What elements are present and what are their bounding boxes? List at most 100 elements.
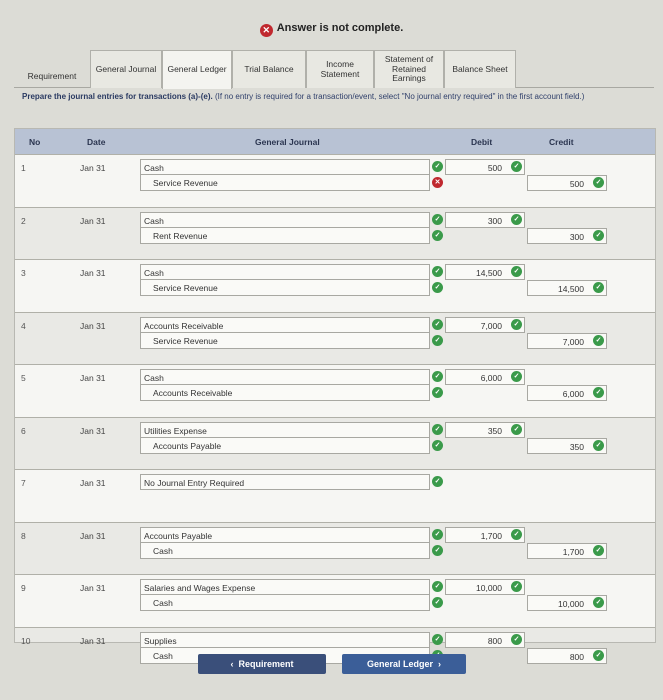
correct-icon: ✓ bbox=[593, 177, 604, 188]
credit-account-field[interactable]: Accounts Payable bbox=[140, 437, 430, 454]
tab-trial-balance[interactable]: Trial Balance bbox=[232, 50, 306, 88]
correct-icon: ✓ bbox=[511, 581, 522, 592]
correct-icon: ✓ bbox=[432, 266, 443, 277]
correct-icon: ✓ bbox=[432, 213, 443, 225]
row-date[interactable]: Jan 31 bbox=[80, 425, 106, 436]
row-date[interactable]: Jan 31 bbox=[80, 530, 106, 541]
credit-amount: 7,000 bbox=[562, 336, 584, 347]
row-date[interactable]: Jan 31 bbox=[80, 635, 106, 646]
tab-general-journal[interactable]: General Journal bbox=[90, 50, 162, 88]
correct-icon: ✓ bbox=[593, 229, 604, 241]
debit-account-field[interactable]: Cash bbox=[140, 211, 430, 228]
debit-amount-field[interactable]: 800 bbox=[445, 631, 525, 648]
credit-account-field[interactable]: Rent Revenue bbox=[140, 227, 430, 244]
credit-account-field[interactable]: Cash bbox=[140, 542, 430, 559]
incorrect-icon: ✕ bbox=[432, 177, 443, 188]
col-no: No bbox=[29, 137, 41, 147]
debit-amount-field[interactable]: 7,000 bbox=[445, 316, 525, 333]
tab-statement-retained-earnings[interactable]: Statement of Retained Earnings bbox=[374, 50, 444, 88]
credit-amount: 800 bbox=[569, 651, 584, 662]
debit-amount-field[interactable]: 14,500 bbox=[445, 264, 525, 280]
debit-account-field[interactable]: Utilities Expense bbox=[140, 421, 430, 438]
credit-account-field[interactable]: Cash bbox=[140, 595, 430, 611]
debit-amount: 500 bbox=[487, 163, 502, 173]
banner-text: Answer is not complete. bbox=[276, 22, 404, 34]
prev-requirement-button[interactable]: ‹ Requirement bbox=[198, 654, 326, 674]
credit-account-field[interactable]: Service Revenue bbox=[140, 332, 430, 349]
instructions-rest: (If no entry is required for a transacti… bbox=[212, 92, 585, 101]
debit-account-field[interactable]: Supplies bbox=[140, 631, 430, 648]
credit-amount-field[interactable]: 1,700 bbox=[527, 542, 607, 559]
correct-icon: ✓ bbox=[432, 282, 443, 293]
row-date[interactable]: Jan 31 bbox=[80, 373, 106, 383]
instructions: Prepare the journal entries for transact… bbox=[22, 92, 642, 102]
row-number: 9 bbox=[21, 583, 26, 593]
credit-amount-field[interactable]: 10,000 bbox=[527, 595, 607, 611]
credit-amount-field[interactable]: 6,000 bbox=[527, 385, 607, 401]
debit-amount-field[interactable]: 6,000 bbox=[445, 369, 525, 385]
row-date[interactable]: Jan 31 bbox=[80, 478, 106, 488]
correct-icon: ✓ bbox=[432, 633, 443, 645]
debit-amount: 10,000 bbox=[476, 583, 502, 593]
tab-income-statement[interactable]: Income Statement bbox=[306, 50, 374, 88]
credit-amount-field[interactable]: 14,500 bbox=[527, 280, 607, 296]
debit-amount: 350 bbox=[487, 425, 502, 436]
tab-bar: Requirement General Journal General Ledg… bbox=[14, 50, 654, 89]
correct-icon: ✓ bbox=[511, 213, 522, 225]
debit-amount-field[interactable]: 10,000 bbox=[445, 579, 525, 595]
row-number: 10 bbox=[21, 635, 31, 646]
correct-icon: ✓ bbox=[511, 161, 522, 172]
row-number: 2 bbox=[21, 215, 26, 226]
correct-icon: ✓ bbox=[432, 334, 443, 346]
correct-icon: ✓ bbox=[593, 544, 604, 556]
row-number: 7 bbox=[21, 478, 26, 488]
debit-amount: 1,700 bbox=[480, 530, 502, 541]
credit-account-field[interactable]: Accounts Receivable bbox=[140, 385, 430, 401]
row-number: 3 bbox=[21, 268, 26, 278]
credit-account-field[interactable]: Service Revenue bbox=[140, 175, 430, 191]
debit-account-field[interactable]: Cash bbox=[140, 159, 430, 175]
credit-amount-field[interactable]: 350 bbox=[527, 437, 607, 454]
debit-account-field[interactable]: Accounts Payable bbox=[140, 526, 430, 543]
row-number: 1 bbox=[21, 163, 26, 173]
debit-account-field[interactable]: Cash bbox=[140, 369, 430, 385]
row-number: 4 bbox=[21, 320, 26, 331]
row-number: 5 bbox=[21, 373, 26, 383]
correct-icon: ✓ bbox=[511, 423, 522, 435]
journal-row: 2 Jan 31 Cash ✓ Rent Revenue ✓ 300 ✓ 300 ✓ bbox=[15, 206, 655, 260]
credit-account-field[interactable]: Service Revenue bbox=[140, 280, 430, 296]
debit-account-field[interactable]: Salaries and Wages Expense bbox=[140, 579, 430, 595]
next-general-ledger-button[interactable]: General Ledger › bbox=[342, 654, 466, 674]
debit-account-field[interactable]: No Journal Entry Required bbox=[140, 474, 430, 490]
debit-account-field[interactable]: Cash bbox=[140, 264, 430, 280]
debit-amount-field[interactable]: 1,700 bbox=[445, 526, 525, 543]
credit-amount: 300 bbox=[569, 231, 584, 242]
tab-general-ledger[interactable]: General Ledger bbox=[162, 50, 232, 89]
row-date[interactable]: Jan 31 bbox=[80, 320, 106, 331]
correct-icon: ✓ bbox=[432, 476, 443, 487]
col-general-journal: General Journal bbox=[255, 137, 320, 147]
correct-icon: ✓ bbox=[593, 334, 604, 346]
credit-amount-field[interactable]: 7,000 bbox=[527, 332, 607, 349]
correct-icon: ✓ bbox=[432, 581, 443, 592]
tab-requirement[interactable]: Requirement bbox=[27, 70, 77, 81]
row-date[interactable]: Jan 31 bbox=[80, 268, 106, 278]
status-banner: ✕ Answer is not complete. bbox=[0, 22, 663, 37]
credit-amount: 500 bbox=[569, 179, 584, 189]
correct-icon: ✓ bbox=[432, 229, 443, 241]
error-icon: ✕ bbox=[259, 24, 273, 37]
debit-amount-field[interactable]: 350 bbox=[445, 421, 525, 438]
tab-balance-sheet[interactable]: Balance Sheet bbox=[444, 50, 516, 88]
credit-amount: 1,700 bbox=[562, 546, 584, 557]
credit-amount-field[interactable]: 300 bbox=[527, 227, 607, 244]
journal-row: 8 Jan 31 Accounts Payable ✓ Cash ✓ 1,700 ✓ 1,700… bbox=[15, 521, 655, 575]
debit-amount-field[interactable]: 500 bbox=[445, 159, 525, 175]
row-date[interactable]: Jan 31 bbox=[80, 583, 106, 593]
credit-amount-field[interactable]: 500 bbox=[527, 175, 607, 191]
debit-amount-field[interactable]: 300 bbox=[445, 211, 525, 228]
debit-account-field[interactable]: Accounts Receivable bbox=[140, 316, 430, 333]
credit-amount-field[interactable]: 800 bbox=[527, 647, 607, 664]
row-date[interactable]: Jan 31 bbox=[80, 163, 106, 173]
row-date[interactable]: Jan 31 bbox=[80, 215, 106, 226]
